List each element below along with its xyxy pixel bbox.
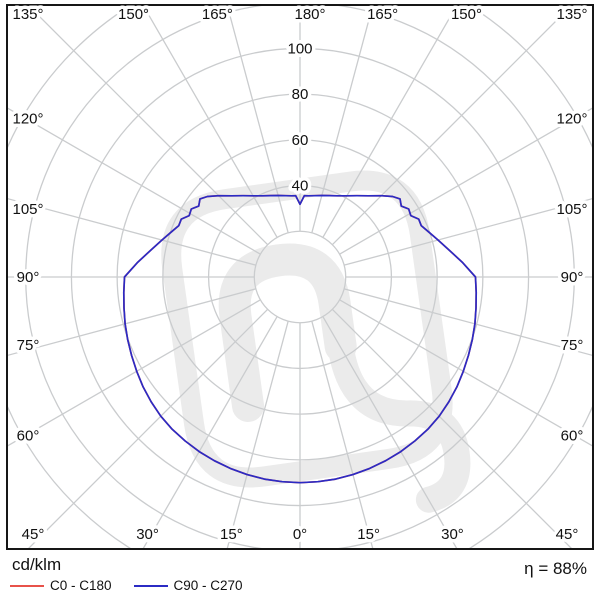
legend-item-c90-c270: C90 - C270 xyxy=(133,578,243,593)
angle-label-120-l: 120° xyxy=(12,110,43,127)
grid-ray-60 xyxy=(339,299,592,447)
radial-tick-label-80: 80 xyxy=(292,86,309,103)
grid-ray-75 xyxy=(343,288,592,356)
angle-label-75-l: 75° xyxy=(17,337,40,354)
grid-ray-135 xyxy=(331,6,572,246)
angle-label-180-r: 180° xyxy=(294,6,325,23)
grid-ray-195 xyxy=(226,6,289,234)
angle-label-165-r: 165° xyxy=(367,6,398,23)
angle-label-165-l: 165° xyxy=(202,6,233,23)
polar-chart-canvas: 40 60 80 100 0° 15° 30° 45° 60° 75° 90° 105° 120° 135… xyxy=(6,3,594,550)
angle-label-45-r: 45° xyxy=(556,526,579,543)
grid-ray-30 xyxy=(322,316,458,548)
grid-ray-345 xyxy=(226,320,289,548)
legend: C0 - C180 C90 - C270 xyxy=(10,578,243,593)
grid-ray-120 xyxy=(339,107,592,255)
angle-label-15-r: 15° xyxy=(357,526,380,543)
grid-ray-150 xyxy=(322,6,458,238)
intensity-curve-c90-c270 xyxy=(122,194,478,484)
angle-label-30-l: 30° xyxy=(136,526,159,543)
legend-label-c0-c180: C0 - C180 xyxy=(50,578,112,593)
radial-tick-label-60: 60 xyxy=(292,132,309,149)
angle-label-90-r: 90° xyxy=(561,269,584,286)
polar-grid xyxy=(8,6,592,548)
grid-ray-210 xyxy=(142,6,278,238)
angle-label-45-l: 45° xyxy=(22,526,45,543)
grid-ray-165 xyxy=(311,6,374,234)
angle-label-60-l: 60° xyxy=(17,428,40,445)
angle-label-135-l: 135° xyxy=(12,6,43,23)
grid-ray-240 xyxy=(8,107,261,255)
grid-ray-285 xyxy=(8,288,257,356)
angle-label-150-r: 150° xyxy=(451,6,482,23)
angle-label-150-l: 150° xyxy=(118,6,149,23)
legend-item-c0-c180: C0 - C180 xyxy=(10,578,112,593)
grid-ray-330 xyxy=(142,316,278,548)
legend-line-c90-c270-icon xyxy=(133,584,168,587)
angle-label-60-r: 60° xyxy=(561,428,584,445)
angle-label-75-r: 75° xyxy=(561,337,584,354)
radial-tick-label-40: 40 xyxy=(292,178,309,195)
grid-ray-255 xyxy=(8,198,257,266)
chart-frame xyxy=(6,4,594,550)
angle-label-90-l: 90° xyxy=(17,269,40,286)
angle-label-15-l: 15° xyxy=(220,526,243,543)
grid-ray-315 xyxy=(28,308,269,548)
angle-label-120-r: 120° xyxy=(556,110,587,127)
angle-label-135-r: 135° xyxy=(556,6,587,23)
angle-label-0-r: 0° xyxy=(293,526,307,543)
efficiency-label: η = 88% xyxy=(524,559,587,578)
angle-label-105-r: 105° xyxy=(556,201,587,218)
grid-ray-105 xyxy=(343,198,592,266)
radial-tick-label-100: 100 xyxy=(287,40,312,57)
grid-ray-225 xyxy=(28,6,269,246)
grid-ray-300 xyxy=(8,299,261,447)
watermark-shape xyxy=(218,243,357,422)
legend-line-c0-c180-icon xyxy=(10,584,44,587)
grid-ray-45 xyxy=(331,308,572,548)
angle-label-105-l: 105° xyxy=(12,201,43,218)
angle-label-30-r: 30° xyxy=(441,526,464,543)
legend-label-c90-c270: C90 - C270 xyxy=(173,578,243,593)
units-label: cd/klm xyxy=(12,555,62,574)
grid-ray-15 xyxy=(311,320,374,548)
